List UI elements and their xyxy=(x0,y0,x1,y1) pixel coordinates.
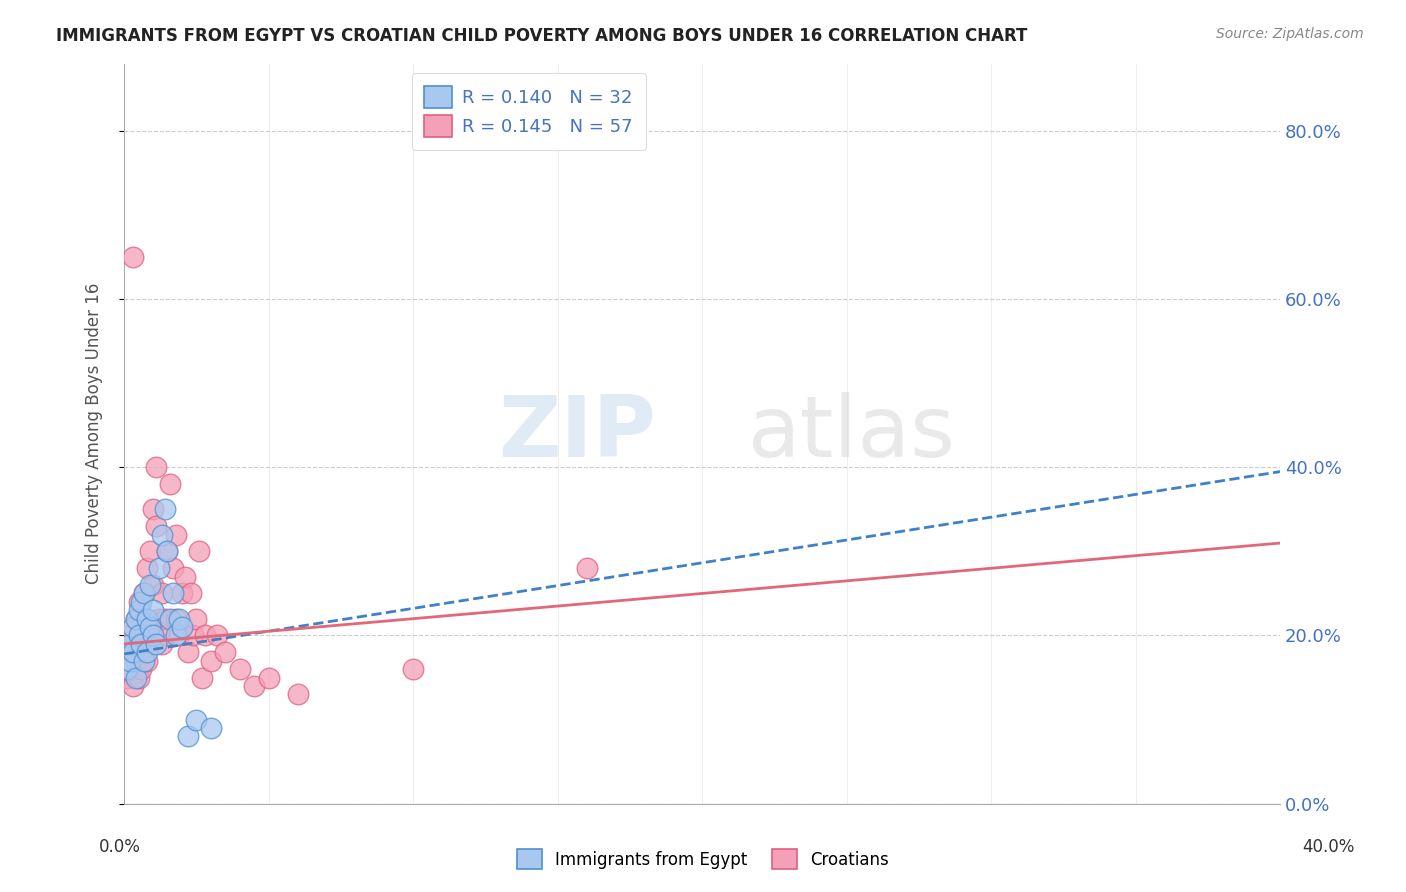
Text: 0.0%: 0.0% xyxy=(98,838,141,855)
Point xyxy=(165,527,187,541)
Point xyxy=(186,612,208,626)
Point xyxy=(142,502,165,516)
Point xyxy=(136,612,159,626)
Point xyxy=(148,561,170,575)
Point xyxy=(136,645,159,659)
Point xyxy=(200,721,222,735)
Point xyxy=(131,612,153,626)
Point xyxy=(191,671,214,685)
Point xyxy=(136,654,159,668)
Point xyxy=(142,628,165,642)
Point xyxy=(125,654,148,668)
Point xyxy=(131,662,153,676)
Point xyxy=(173,569,195,583)
Point xyxy=(118,637,141,651)
Point xyxy=(142,620,165,634)
Point xyxy=(121,645,143,659)
Point xyxy=(118,628,141,642)
Text: atlas: atlas xyxy=(748,392,956,475)
Point xyxy=(177,729,200,743)
Point xyxy=(170,586,193,600)
Point xyxy=(128,671,150,685)
Point xyxy=(121,250,143,264)
Point xyxy=(229,662,252,676)
Point xyxy=(139,578,162,592)
Point xyxy=(128,637,150,651)
Point xyxy=(162,561,184,575)
Point xyxy=(125,671,148,685)
Point xyxy=(145,519,167,533)
Point xyxy=(167,628,190,642)
Point xyxy=(128,603,150,617)
Text: 40.0%: 40.0% xyxy=(1302,838,1355,855)
Point xyxy=(159,612,181,626)
Point xyxy=(139,620,162,634)
Point xyxy=(128,628,150,642)
Point xyxy=(115,645,138,659)
Legend: R = 0.140   N = 32, R = 0.145   N = 57: R = 0.140 N = 32, R = 0.145 N = 57 xyxy=(412,73,645,150)
Point xyxy=(142,603,165,617)
Point xyxy=(183,628,205,642)
Point xyxy=(194,628,217,642)
Point xyxy=(153,612,176,626)
Point xyxy=(243,679,266,693)
Text: Source: ZipAtlas.com: Source: ZipAtlas.com xyxy=(1216,27,1364,41)
Point xyxy=(145,460,167,475)
Point xyxy=(402,662,425,676)
Point xyxy=(150,586,173,600)
Point xyxy=(142,578,165,592)
Point xyxy=(134,654,156,668)
Point xyxy=(121,620,143,634)
Point xyxy=(118,654,141,668)
Point xyxy=(180,586,202,600)
Point xyxy=(156,544,179,558)
Point xyxy=(162,586,184,600)
Text: IMMIGRANTS FROM EGYPT VS CROATIAN CHILD POVERTY AMONG BOYS UNDER 16 CORRELATION : IMMIGRANTS FROM EGYPT VS CROATIAN CHILD … xyxy=(56,27,1028,45)
Point xyxy=(200,654,222,668)
Point xyxy=(188,544,211,558)
Point xyxy=(145,637,167,651)
Point xyxy=(139,637,162,651)
Point xyxy=(159,477,181,491)
Text: ZIP: ZIP xyxy=(498,392,655,475)
Point xyxy=(214,645,236,659)
Legend: Immigrants from Egypt, Croatians: Immigrants from Egypt, Croatians xyxy=(506,838,900,880)
Point xyxy=(150,637,173,651)
Point xyxy=(134,628,156,642)
Point xyxy=(128,595,150,609)
Point xyxy=(125,612,148,626)
Point xyxy=(167,612,190,626)
Point xyxy=(134,645,156,659)
Point xyxy=(131,595,153,609)
Point xyxy=(170,620,193,634)
Point xyxy=(115,671,138,685)
Point xyxy=(150,527,173,541)
Point xyxy=(139,544,162,558)
Point xyxy=(156,544,179,558)
Point xyxy=(153,502,176,516)
Point xyxy=(287,687,309,701)
Point xyxy=(118,637,141,651)
Point xyxy=(148,612,170,626)
Point xyxy=(125,612,148,626)
Point xyxy=(575,561,598,575)
Point xyxy=(134,586,156,600)
Point xyxy=(118,662,141,676)
Point xyxy=(121,645,143,659)
Point xyxy=(134,586,156,600)
Point xyxy=(165,628,187,642)
Point xyxy=(156,628,179,642)
Point xyxy=(136,612,159,626)
Point xyxy=(136,561,159,575)
Point xyxy=(186,713,208,727)
Point xyxy=(177,645,200,659)
Y-axis label: Child Poverty Among Boys Under 16: Child Poverty Among Boys Under 16 xyxy=(86,283,103,584)
Point xyxy=(131,637,153,651)
Point xyxy=(165,612,187,626)
Point xyxy=(115,662,138,676)
Point xyxy=(121,679,143,693)
Point xyxy=(257,671,280,685)
Point xyxy=(205,628,228,642)
